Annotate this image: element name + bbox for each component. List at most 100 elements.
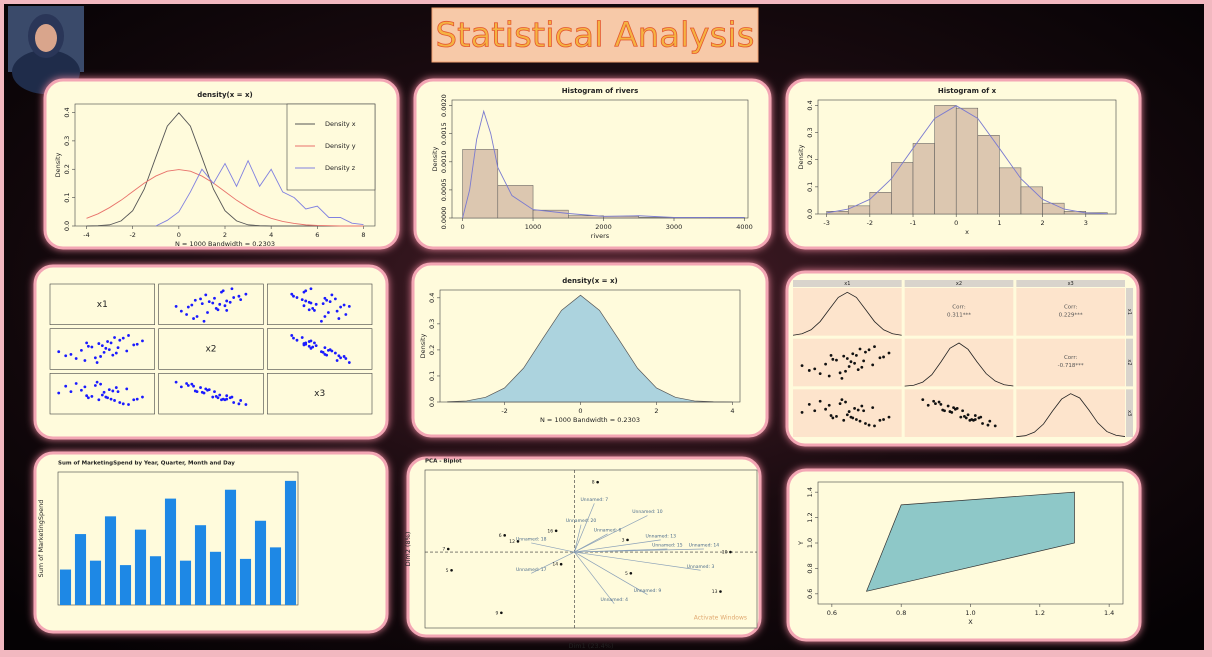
point — [314, 344, 318, 348]
point — [97, 398, 101, 402]
point — [325, 298, 329, 302]
bar — [104, 516, 117, 605]
y-axis-label: Sum of MarketingSpend — [37, 500, 45, 578]
point — [979, 415, 983, 419]
point — [311, 307, 315, 310]
point — [313, 309, 316, 312]
point — [849, 415, 853, 419]
x-axis-label: N = 1000 Bandwidth = 0.2303 — [175, 240, 275, 248]
point — [321, 302, 325, 306]
strip — [1016, 280, 1125, 287]
point — [963, 414, 966, 418]
point — [347, 361, 351, 364]
chart: Histogram of rivers 0 1000 2000 3000 4000 0.00… — [431, 87, 753, 240]
point — [118, 401, 122, 404]
variable-label: x2 — [205, 345, 216, 355]
point — [323, 353, 327, 356]
loading-arrow — [574, 533, 608, 553]
point — [337, 317, 341, 320]
point — [955, 407, 959, 410]
x-tick-label: 4 — [269, 231, 273, 239]
point — [80, 388, 83, 392]
point-label: 5 — [446, 568, 449, 574]
density-curve — [826, 105, 1108, 215]
point — [190, 303, 194, 307]
arrow-label: Unnamed: 4 — [600, 597, 628, 603]
point — [199, 297, 202, 301]
point — [125, 349, 129, 353]
histogram-bar — [1042, 202, 1065, 215]
point — [330, 293, 334, 297]
pair-cell — [793, 338, 902, 387]
loading-arrow — [574, 548, 704, 553]
point — [320, 350, 323, 354]
x-tick-label: 3000 — [666, 223, 683, 231]
point — [853, 407, 856, 410]
point — [114, 351, 118, 355]
point — [114, 386, 118, 389]
point — [193, 298, 197, 302]
point — [335, 359, 339, 362]
point — [309, 301, 313, 305]
point-label: 13 — [712, 589, 718, 595]
point — [981, 422, 984, 425]
point — [300, 336, 304, 339]
point — [86, 396, 90, 400]
y-tick-label: 0.4 — [428, 293, 436, 303]
x-tick-label: -2 — [129, 231, 135, 239]
point — [107, 348, 111, 352]
x-tick-label: 4 — [730, 407, 734, 415]
point — [214, 394, 218, 398]
point — [135, 397, 139, 401]
point — [858, 419, 862, 423]
point — [83, 359, 87, 362]
point — [813, 367, 817, 371]
point — [878, 418, 882, 422]
point — [95, 361, 99, 364]
corr-title: Corr: — [1064, 304, 1078, 310]
x-tick-label: 0 — [578, 407, 582, 415]
y-axis-label: Dim2 (8%) — [404, 532, 412, 567]
point-label: 14 — [552, 562, 558, 568]
point — [100, 344, 104, 348]
arrow-label: Unnamed: 14 — [689, 543, 720, 549]
point — [729, 550, 732, 554]
point — [225, 299, 229, 303]
x-tick-label: 0.8 — [896, 609, 906, 617]
point — [232, 401, 236, 404]
y-tick-label: 1.2 — [806, 512, 814, 522]
point — [244, 403, 248, 406]
arrow-label: Unnamed: 9 — [634, 588, 662, 594]
legend-label: Density z — [325, 164, 356, 172]
point-label: 5 — [625, 571, 628, 577]
point — [500, 611, 503, 615]
point — [185, 382, 188, 385]
point — [818, 399, 822, 403]
point — [800, 364, 804, 368]
x-tick-label: 0 — [461, 223, 465, 231]
density-line — [155, 159, 364, 227]
point — [323, 296, 327, 300]
point — [856, 408, 860, 412]
point — [111, 389, 115, 393]
point — [831, 357, 835, 361]
x-tick-label: -3 — [823, 219, 829, 227]
density-area — [447, 294, 733, 403]
strip — [793, 280, 902, 287]
point — [314, 302, 318, 306]
chart: density(x = x) -2 0 2 4 0.0 0.1 0.2 0.3 0.4 N = 10… — [419, 277, 741, 424]
pair-cell — [793, 389, 902, 437]
strip — [1126, 288, 1133, 336]
density-curve — [1016, 393, 1126, 438]
matrix-cell — [267, 373, 373, 415]
point — [937, 400, 941, 404]
point — [237, 294, 241, 298]
y-axis-label: Density — [431, 146, 439, 171]
point — [221, 289, 225, 293]
point — [90, 345, 94, 349]
matrix-cell — [49, 328, 155, 370]
point — [64, 384, 68, 388]
point — [626, 538, 629, 542]
x-tick-label: -2 — [501, 407, 507, 415]
x-tick-label: 4000 — [736, 223, 753, 231]
